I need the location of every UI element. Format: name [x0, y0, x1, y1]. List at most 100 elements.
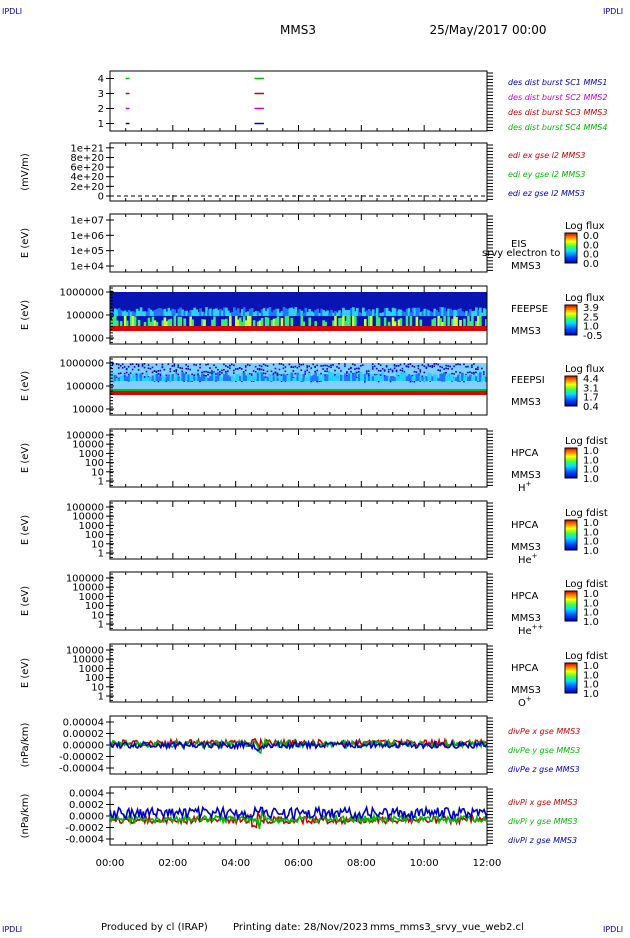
flux-speckle	[117, 367, 120, 369]
time-tick-label: 10:00	[410, 858, 439, 869]
flux-speckle	[147, 367, 150, 370]
flux-speckle	[199, 366, 201, 369]
flux-column	[457, 374, 460, 381]
flux-column	[187, 374, 190, 381]
flux-column	[342, 315, 345, 326]
flux-column	[195, 372, 198, 381]
y-tick-label: 10000	[72, 583, 104, 594]
flux-column	[240, 321, 244, 326]
flux-speckle	[233, 369, 235, 372]
flux-column	[262, 308, 266, 316]
flux-column	[475, 376, 478, 381]
flux-column	[453, 316, 456, 326]
flux-column	[391, 317, 395, 326]
y-axis-label: E (eV)	[20, 515, 31, 545]
flux-column	[193, 307, 196, 316]
flux-speckle	[471, 372, 473, 374]
flux-speckle	[248, 364, 251, 367]
series-line-z	[109, 804, 488, 822]
flux-column	[344, 373, 347, 381]
flux-speckle	[469, 371, 471, 373]
flux-column	[363, 373, 367, 381]
flux-speckle	[119, 364, 122, 367]
footer-script-name: mms_mms3_srvy_vue_web2.cl	[370, 922, 524, 933]
flux-speckle	[280, 363, 283, 365]
flux-speckle	[292, 370, 295, 372]
y-tick-label: 1000000	[59, 288, 104, 299]
flux-column	[119, 310, 123, 316]
y-tick-label: 1e+05	[70, 246, 104, 257]
flux-speckle	[471, 364, 473, 367]
y-tick-label: 0.0004	[69, 789, 104, 800]
flux-column	[330, 309, 333, 316]
instrument-label: HPCA	[511, 448, 539, 459]
flux-column	[244, 312, 248, 316]
flux-column	[363, 318, 367, 326]
corner-label-bottom-left: IPDLI	[2, 925, 22, 934]
flux-speckle	[417, 365, 420, 367]
flux-speckle	[159, 369, 162, 372]
flux-speckle	[324, 370, 326, 373]
flux-column	[177, 316, 181, 326]
flux-column	[467, 312, 470, 316]
flux-speckle	[407, 366, 410, 368]
colorbar	[564, 375, 578, 407]
flux-speckle	[117, 372, 120, 375]
colorbar-tick-label: 1.0	[583, 608, 599, 619]
flux-column	[129, 315, 133, 326]
colorbar-tick-label: 1.0	[583, 598, 599, 609]
flux-speckle	[175, 370, 178, 373]
colorbar-tick-label: 3.9	[583, 303, 599, 314]
flux-speckle	[292, 366, 295, 368]
flux-band	[110, 326, 487, 331]
flux-column	[195, 309, 198, 316]
flux-speckle	[171, 365, 174, 367]
flux-speckle	[119, 372, 122, 375]
flux-speckle	[324, 364, 326, 367]
flux-column	[361, 307, 365, 316]
flux-speckle	[445, 364, 447, 367]
flux-column	[300, 315, 304, 326]
flux-speckle	[465, 365, 467, 368]
flux-speckle	[306, 369, 309, 371]
flux-speckle	[223, 363, 225, 366]
y-tick-label: 0	[98, 192, 104, 203]
flux-speckle	[379, 370, 382, 372]
flux-speckle	[193, 363, 195, 366]
flux-speckle	[383, 375, 386, 377]
flux-speckle	[276, 374, 279, 377]
flux-column	[165, 321, 169, 326]
flux-column	[290, 372, 294, 381]
flux-speckle	[276, 372, 279, 375]
y-tick-label: 0.00004	[63, 718, 104, 729]
flux-speckle	[306, 365, 309, 367]
colorbar-title: Log flux	[565, 293, 605, 304]
flux-speckle	[473, 363, 475, 365]
flux-column	[270, 320, 274, 326]
flux-column	[393, 377, 397, 381]
colorbar-title: Log flux	[565, 221, 605, 232]
flux-column	[137, 310, 141, 316]
flux-column	[236, 373, 240, 381]
flux-speckle	[322, 364, 324, 367]
flux-speckle	[129, 372, 132, 374]
flux-column	[169, 376, 173, 381]
flux-speckle	[403, 363, 406, 365]
flux-column	[219, 308, 222, 316]
flux-speckle	[123, 375, 126, 377]
flux-speckle	[235, 368, 237, 370]
flux-column	[250, 308, 254, 316]
y-tick-label: 1000	[79, 664, 104, 675]
flux-column	[197, 375, 200, 381]
flux-column	[485, 309, 488, 316]
y-tick-label: -0.00004	[59, 764, 104, 775]
flux-column	[163, 308, 167, 316]
y-tick-label: 10000	[72, 512, 104, 523]
flux-column	[191, 375, 194, 381]
flux-column	[459, 308, 462, 316]
flux-column	[358, 312, 361, 316]
y-tick-label: 10000	[72, 334, 104, 345]
overlay-text: srvy electron to	[482, 248, 560, 259]
flux-column	[254, 310, 258, 316]
